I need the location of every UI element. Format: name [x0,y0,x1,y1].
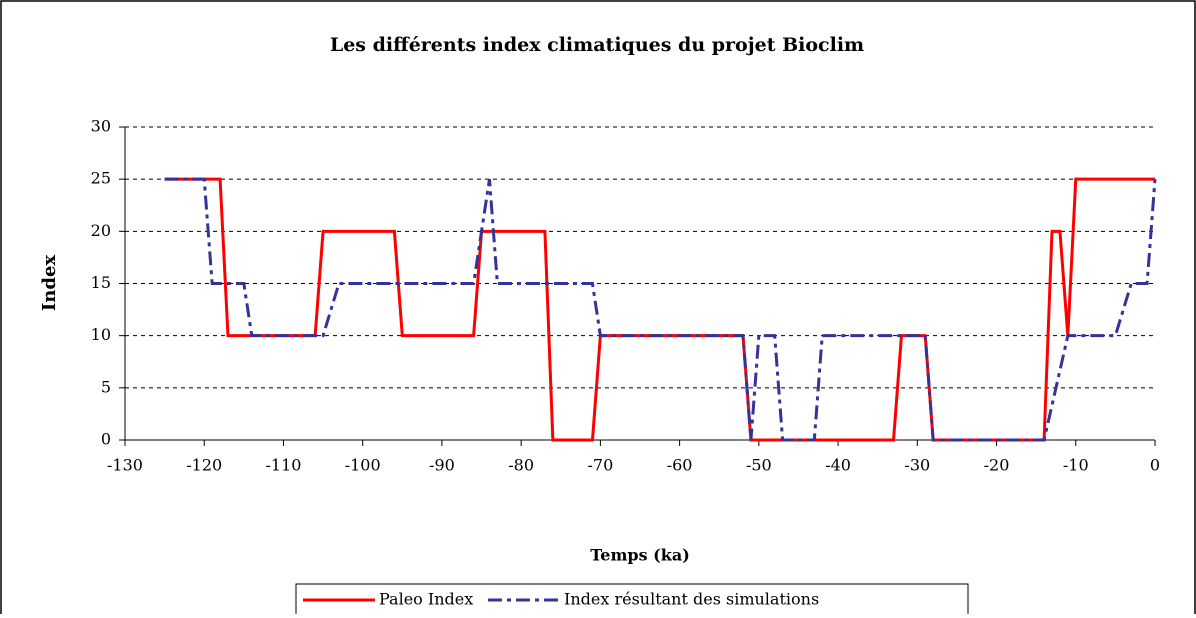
chart-title: Les différents index climatiques du proj… [330,34,864,56]
x-tick-label: -110 [265,456,301,475]
x-tick-label: -130 [107,456,143,475]
x-tick-label: -30 [904,456,930,475]
x-tick-label: -40 [825,456,851,475]
x-tick-label: 0 [1150,456,1160,475]
y-tick-label: 10 [91,325,111,344]
legend-label: Paleo Index [379,590,473,609]
x-tick-label: -90 [429,456,455,475]
y-tick-label: 20 [91,221,111,240]
series-line [164,177,1157,442]
x-axis-label: Temps (ka) [590,546,690,565]
y-tick-label: 0 [101,430,111,449]
legend-box [295,583,969,618]
legend-label: Index résultant des simulations [564,590,819,609]
x-tick-label: -100 [345,456,381,475]
x-tick-label: -60 [667,456,693,475]
y-axis-label: Index [39,255,60,312]
x-tick-label: -80 [508,456,534,475]
y-tick-label: 25 [91,169,111,188]
x-tick-label: -20 [984,456,1010,475]
x-tick-label: -120 [186,456,222,475]
y-tick-label: 5 [101,377,111,396]
x-tick-label: -50 [746,456,772,475]
y-tick-label: 30 [91,117,111,136]
x-tick-label: -70 [588,456,614,475]
y-tick-label: 15 [91,273,111,292]
x-tick-label: -10 [1063,456,1089,475]
